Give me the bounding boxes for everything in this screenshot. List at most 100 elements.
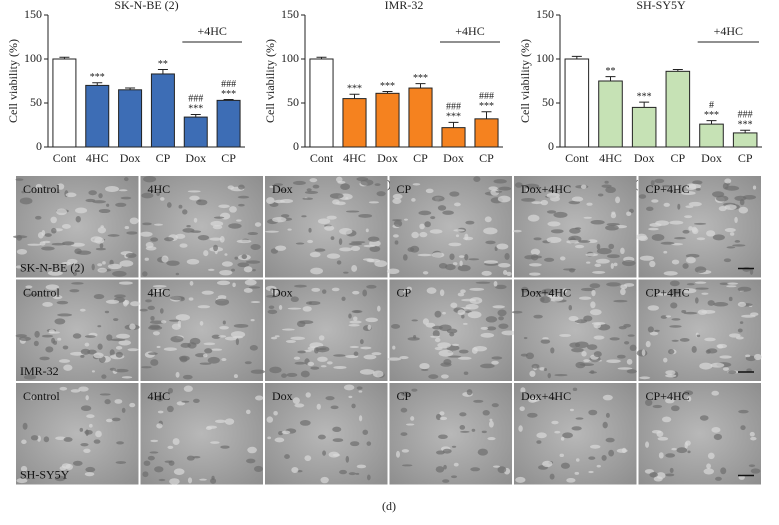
cell-texture — [360, 346, 372, 350]
cell-texture — [450, 302, 458, 308]
cell-texture — [411, 198, 416, 202]
significance-label: *** — [188, 104, 203, 115]
cell-texture — [367, 236, 380, 242]
cell-texture — [62, 345, 69, 350]
cell-texture — [203, 250, 209, 257]
cell-texture — [241, 254, 248, 260]
cell-texture — [236, 239, 252, 244]
cell-texture — [153, 288, 164, 294]
cell-texture — [671, 447, 677, 451]
cell-texture — [27, 243, 42, 246]
cell-texture — [543, 367, 548, 372]
cell-texture — [715, 195, 729, 202]
cell-texture — [238, 184, 245, 190]
cell-texture — [22, 422, 28, 430]
micrograph: Dox+4HC — [512, 176, 637, 278]
cell-texture — [141, 366, 152, 369]
cell-texture — [155, 394, 164, 402]
cell-texture — [575, 458, 580, 462]
cell-texture — [15, 265, 23, 269]
cell-texture — [21, 190, 26, 194]
cell-texture — [236, 219, 242, 222]
cell-texture — [455, 234, 460, 238]
cell-texture — [314, 347, 319, 354]
cell-texture — [539, 296, 551, 304]
cell-texture — [420, 368, 429, 371]
cell-texture — [696, 334, 701, 338]
cell-texture — [571, 196, 584, 202]
cell-texture — [59, 386, 68, 391]
row-label: IMR-32 — [20, 364, 59, 378]
cell-texture — [424, 221, 431, 228]
cell-texture — [726, 246, 736, 249]
micrograph: CP — [389, 383, 512, 485]
cell-texture — [497, 466, 507, 474]
cell-texture — [649, 472, 658, 478]
cell-texture — [451, 475, 458, 479]
cell-texture — [568, 304, 573, 311]
cell-texture — [691, 345, 697, 353]
cell-texture — [665, 398, 675, 404]
cell-texture — [268, 305, 275, 310]
cell-texture — [187, 477, 193, 484]
cell-texture — [118, 189, 128, 192]
y-tick-label: 50 — [542, 95, 554, 109]
bar — [474, 118, 499, 148]
bar — [631, 106, 657, 148]
cell-texture — [428, 374, 439, 379]
cell-texture — [84, 335, 96, 338]
cell-texture — [484, 216, 492, 223]
cell-texture — [610, 212, 617, 219]
cell-texture — [529, 397, 540, 402]
cell-texture — [544, 257, 555, 262]
cell-texture — [527, 214, 540, 222]
cell-texture — [84, 342, 90, 347]
cell-texture — [351, 309, 363, 314]
cell-texture — [163, 347, 177, 351]
cell-texture — [488, 420, 494, 428]
cell-texture — [358, 390, 363, 393]
column-label: Dox — [272, 182, 293, 196]
cell-texture — [572, 387, 578, 392]
cell-texture — [718, 205, 727, 212]
bar — [408, 87, 433, 148]
cell-texture — [292, 397, 300, 405]
cell-texture — [368, 258, 381, 263]
cell-texture — [687, 396, 692, 402]
cell-texture — [665, 370, 676, 375]
cell-texture — [182, 374, 193, 380]
cell-texture — [695, 287, 709, 290]
cell-texture — [741, 314, 756, 318]
cell-texture — [264, 230, 279, 233]
cell-texture — [665, 473, 675, 477]
cell-texture — [468, 258, 480, 261]
cell-texture — [402, 289, 408, 293]
cell-texture — [363, 244, 376, 248]
cell-texture — [591, 321, 606, 325]
cell-texture — [626, 369, 637, 374]
cell-texture — [35, 215, 42, 220]
cell-texture — [112, 270, 127, 277]
y-tick-label: 150 — [536, 7, 554, 21]
cell-texture — [605, 412, 610, 418]
cell-texture — [438, 349, 454, 357]
cell-texture — [80, 348, 91, 355]
cell-texture — [562, 432, 573, 439]
cell-texture — [123, 299, 130, 305]
cell-texture — [61, 224, 71, 229]
cell-texture — [392, 193, 403, 200]
x-tick-label: Cont — [53, 151, 77, 165]
cell-texture — [739, 321, 744, 324]
bar — [699, 123, 724, 148]
cell-texture — [305, 392, 311, 398]
cell-texture — [143, 175, 157, 183]
cell-texture — [147, 455, 155, 461]
x-tick-label: Dox — [443, 151, 464, 165]
cell-texture — [84, 472, 95, 477]
cell-texture — [345, 197, 349, 200]
cell-texture — [483, 260, 499, 264]
cell-texture — [56, 300, 69, 305]
cell-texture — [16, 248, 28, 255]
cell-texture — [662, 416, 672, 423]
bar — [150, 73, 175, 148]
